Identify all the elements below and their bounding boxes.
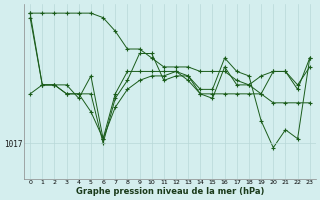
- X-axis label: Graphe pression niveau de la mer (hPa): Graphe pression niveau de la mer (hPa): [76, 187, 264, 196]
